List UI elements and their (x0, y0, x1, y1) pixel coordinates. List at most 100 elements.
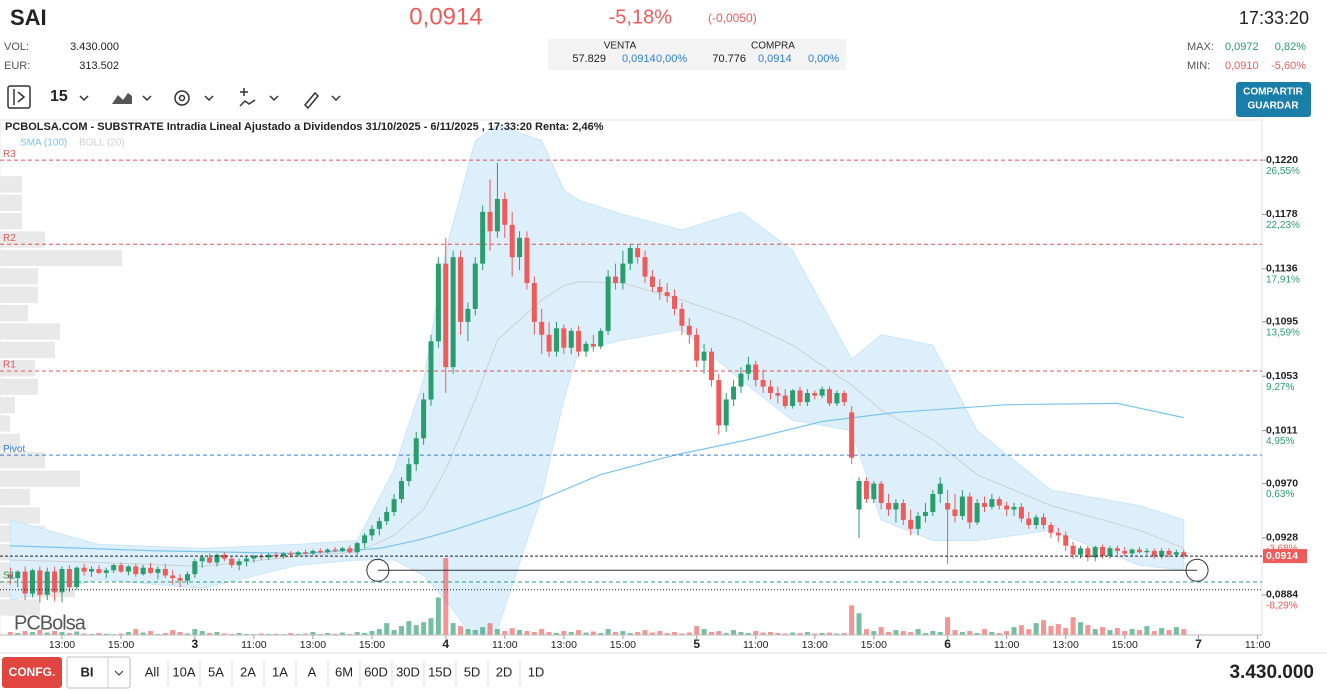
x-tick-label: 13:00 (802, 639, 828, 651)
volume-bar (1166, 630, 1172, 635)
venta-price: 0,0914 (622, 53, 656, 65)
candle-body (657, 286, 663, 293)
dropdown-arrow[interactable] (269, 95, 279, 102)
range-button[interactable]: 5D (464, 664, 481, 679)
candle-body (450, 257, 456, 368)
icon-part (17, 91, 26, 103)
candle-body (930, 493, 936, 513)
volume-bar (258, 633, 264, 635)
y-tick-label: 0,1095 (1266, 316, 1298, 328)
candle-body (229, 558, 235, 566)
range-button[interactable]: 60D (364, 664, 388, 679)
volume-bar (1033, 623, 1039, 635)
candle-body (258, 556, 264, 558)
range-button[interactable]: 1D (528, 664, 545, 679)
range-button[interactable]: 15D (428, 664, 452, 679)
config-button[interactable] (2, 657, 62, 688)
candle-body (494, 198, 500, 232)
dropdown-arrow[interactable] (142, 95, 152, 102)
candle-body (827, 389, 833, 404)
candle-body (22, 571, 28, 594)
candle-body (1107, 548, 1113, 557)
share-button[interactable] (1236, 82, 1311, 117)
volume-bar (398, 626, 404, 635)
icon-part (178, 94, 186, 102)
volume-bar (915, 629, 921, 635)
volume-bar (494, 629, 500, 635)
range-button[interactable]: 1A (272, 664, 288, 679)
dropdown-arrow[interactable] (204, 95, 214, 102)
range-button[interactable]: 6M (335, 664, 353, 679)
y-tick-label: 0,1011 (1266, 424, 1298, 436)
venta-pct: 0,00% (656, 53, 687, 65)
indicator-icon[interactable] (239, 88, 256, 107)
volume-bar (96, 633, 102, 635)
range-button[interactable]: 10A (172, 664, 195, 679)
x-tick-label: 13:00 (1053, 639, 1079, 651)
candle-body (701, 351, 707, 361)
volume-bar (339, 632, 345, 635)
volume-bar (199, 631, 205, 635)
candle-body (945, 503, 951, 510)
range-button[interactable]: 2A (240, 664, 256, 679)
save-label: GUARDAR (1247, 101, 1299, 112)
candle-body (738, 373, 744, 387)
volume-bar (819, 633, 825, 635)
change: (-0,0050) (708, 11, 757, 25)
candle-body (177, 578, 183, 581)
candle-body (982, 503, 988, 507)
chart-type-icon[interactable] (112, 93, 132, 104)
dropdown-arrow[interactable] (331, 95, 341, 102)
tool-handle[interactable] (366, 558, 390, 582)
candle-body (871, 483, 877, 500)
range-button[interactable]: A (308, 664, 317, 679)
volume-bar (1107, 630, 1113, 635)
candle-body (502, 198, 508, 225)
candle-body (952, 509, 958, 516)
candle-body (7, 574, 13, 579)
volume-bar (413, 625, 419, 635)
chart-title: PCBOLSA.COM - SUBSTRATE Intradia Lineal … (5, 121, 604, 133)
settings-icon[interactable] (174, 90, 190, 106)
level-label: R1 (3, 360, 16, 371)
volume-bar (952, 630, 958, 635)
dropdown-arrow[interactable] (79, 95, 89, 102)
tool-handle[interactable] (1185, 558, 1209, 582)
volume-bar (827, 632, 833, 635)
volume-bar (716, 631, 722, 635)
volume-bar (1048, 626, 1054, 635)
candle-body (775, 393, 781, 396)
volume-bar (1173, 627, 1179, 635)
candle-body (207, 557, 213, 563)
range-button[interactable]: 30D (396, 664, 420, 679)
mode-select[interactable] (66, 656, 131, 689)
volume-bar (590, 631, 596, 635)
play-icon[interactable] (7, 85, 31, 109)
candle-body (391, 499, 397, 513)
range-button[interactable]: 2D (496, 664, 513, 679)
candle-body (214, 554, 220, 563)
volume-bar (1085, 625, 1091, 635)
volume-bar (605, 629, 611, 635)
candle-body (649, 276, 655, 287)
volume-profile-bar (0, 286, 38, 303)
volume-bar (959, 632, 965, 635)
range-button[interactable]: All (145, 664, 160, 679)
draw-icon[interactable] (303, 91, 320, 110)
vol-label: VOL: (4, 41, 29, 53)
min: 0,0910 (1225, 60, 1259, 72)
volume-bar (15, 633, 21, 635)
volume-profile-bar (0, 194, 22, 211)
volume-bar (613, 632, 619, 635)
x-tick-label: 13:00 (551, 639, 577, 651)
candle-body (1114, 548, 1120, 551)
x-tick-label: 15:00 (1112, 639, 1138, 651)
level-label: R2 (3, 233, 16, 244)
volume-bar (664, 633, 670, 635)
candle-body (767, 386, 773, 394)
interval[interactable]: 15 (50, 88, 68, 105)
range-buttons: All 10A 5A 2A 1A A 6M 60D 30D 15D 5D 2D 1D (145, 660, 545, 686)
candle-body (413, 438, 419, 465)
candle-body (184, 574, 190, 581)
range-button[interactable]: 5A (208, 664, 224, 679)
